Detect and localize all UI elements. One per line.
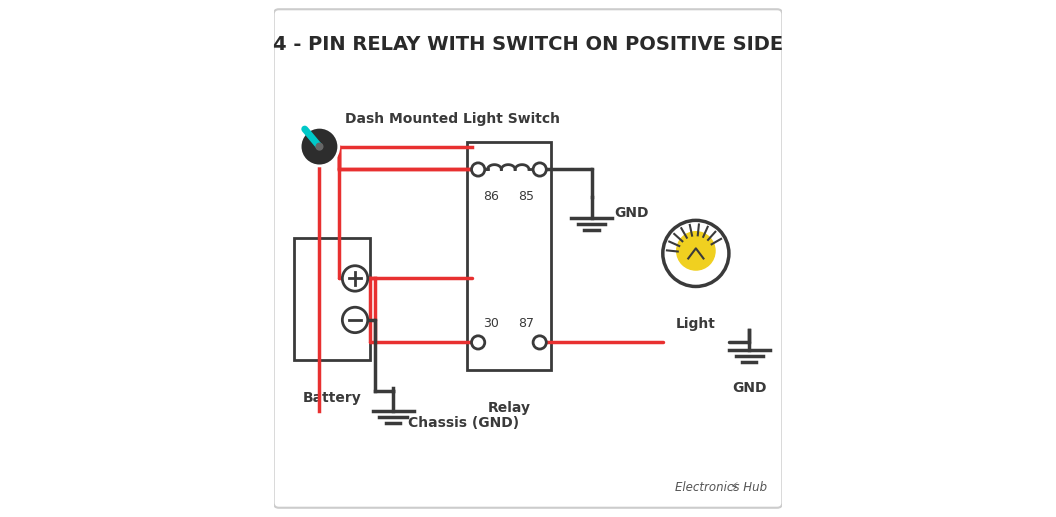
Text: 4 - PIN RELAY WITH SWITCH ON POSITIVE SIDE: 4 - PIN RELAY WITH SWITCH ON POSITIVE SI…	[272, 35, 784, 54]
Text: Relay: Relay	[488, 401, 530, 415]
Circle shape	[472, 336, 485, 349]
Circle shape	[533, 336, 546, 349]
FancyBboxPatch shape	[274, 9, 782, 508]
Circle shape	[472, 163, 485, 176]
Circle shape	[342, 307, 367, 332]
Text: GND: GND	[732, 381, 767, 394]
Text: Chassis (GND): Chassis (GND)	[409, 416, 520, 430]
Circle shape	[663, 220, 729, 286]
FancyBboxPatch shape	[467, 142, 551, 370]
Circle shape	[316, 143, 323, 150]
Text: Electronics Hub: Electronics Hub	[675, 481, 767, 494]
Circle shape	[300, 127, 339, 166]
Text: ⚡: ⚡	[730, 481, 738, 494]
Text: Light: Light	[676, 317, 716, 331]
Text: 30: 30	[484, 317, 499, 330]
Text: 86: 86	[484, 190, 499, 203]
Text: Battery: Battery	[303, 391, 361, 405]
Circle shape	[342, 266, 367, 291]
Text: 85: 85	[518, 190, 534, 203]
FancyBboxPatch shape	[294, 238, 371, 360]
Text: 87: 87	[518, 317, 534, 330]
Circle shape	[677, 232, 715, 270]
Circle shape	[533, 163, 546, 176]
Text: GND: GND	[615, 206, 649, 220]
Text: Dash Mounted Light Switch: Dash Mounted Light Switch	[345, 112, 560, 126]
